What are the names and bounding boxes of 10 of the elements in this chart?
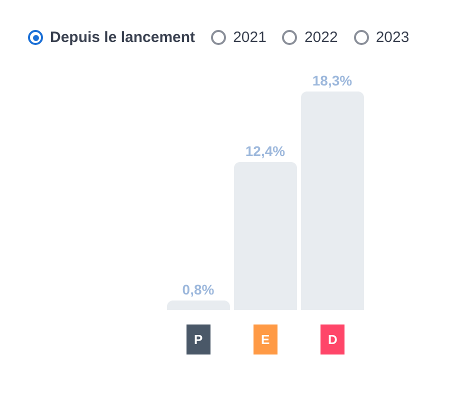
x-tick-label: D [328,332,338,347]
x-tick-label: P [194,332,203,347]
text: 2023 [376,29,410,46]
text: 2022 [304,29,338,46]
text: Depuis le lancement [50,29,196,46]
text: 2021 [233,29,266,46]
data-label: 12,4% [245,142,286,159]
data-label: 18,3% [312,72,353,88]
x-tick-label: E [261,332,270,347]
data-label: 0,8% [182,281,215,298]
